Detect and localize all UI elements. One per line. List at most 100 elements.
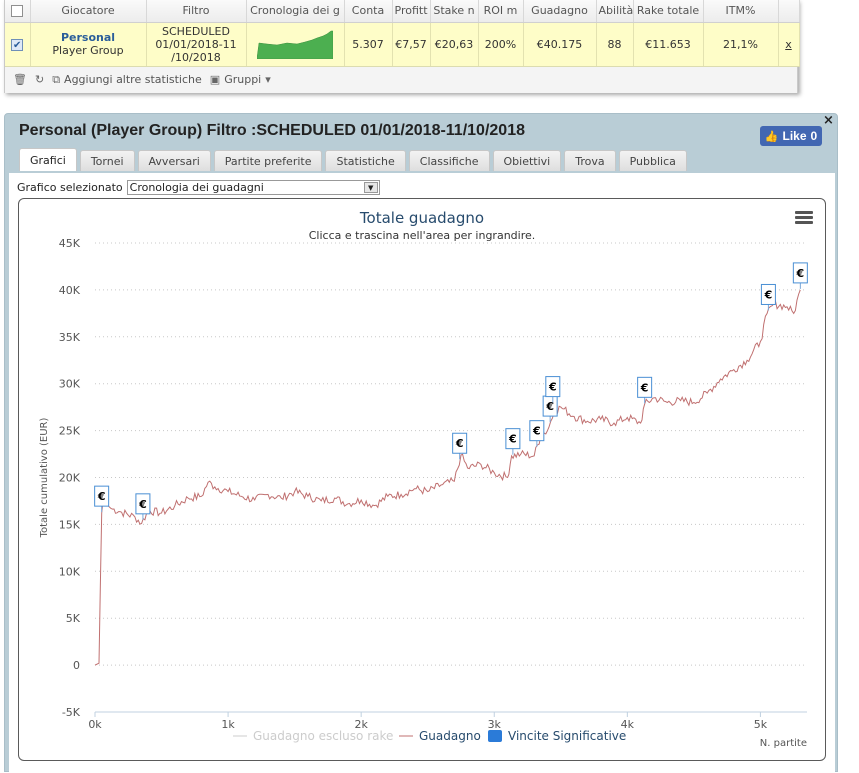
tab-content: Grafico selezionato Cronologia dei guada…	[9, 173, 835, 773]
col-header-itm[interactable]: ITM%	[703, 0, 779, 23]
thumbs-up-icon: 👍	[764, 130, 779, 143]
row-checkbox[interactable]: ✔	[11, 38, 24, 51]
tab-partite-preferite[interactable]: Partite preferite	[213, 150, 323, 171]
y-axis-label: Totale cumulativo (EUR)	[39, 417, 50, 538]
player-group-label: Player Group	[52, 44, 124, 57]
save-icon: ▣	[209, 73, 221, 86]
y-tick-label: 35K	[59, 331, 81, 344]
col-header-giocatore[interactable]: Giocatore	[30, 0, 147, 23]
tab-trova[interactable]: Trova	[564, 150, 616, 171]
select-all-checkbox[interactable]	[11, 5, 24, 18]
win-flag-label: €	[764, 288, 773, 301]
conta-value: 5.307	[344, 22, 393, 67]
table-row: ✔ Personal Player Group SCHEDULED 01/01/…	[5, 22, 800, 67]
win-flag	[452, 432, 468, 454]
table-header-row: Giocatore Filtro Cronologia dei g Conta …	[5, 0, 800, 23]
win-flag	[792, 262, 808, 284]
filter-line: 01/01/2018-11	[155, 37, 237, 51]
win-flag	[529, 420, 545, 442]
chart-select[interactable]: Cronologia dei guadagni ▼	[126, 180, 380, 195]
earnings-sparkline	[257, 30, 333, 59]
add-columns-icon: ⧉	[52, 72, 61, 86]
tab-obiettivi[interactable]: Obiettivi	[492, 150, 562, 171]
y-tick-label: 45K	[59, 237, 81, 250]
close-icon[interactable]: ×	[823, 113, 834, 128]
chart-menu-icon[interactable]	[795, 211, 813, 225]
chart-select-row: Grafico selezionato Cronologia dei guada…	[17, 180, 380, 195]
col-header-profitto[interactable]: Profitt	[392, 0, 431, 23]
col-header-abilita[interactable]: Abilità	[596, 0, 634, 23]
remove-cell: x	[778, 22, 800, 67]
legend-symbol-vincite	[488, 730, 502, 742]
x-tick-label: 3k	[488, 718, 502, 731]
tab-classifiche[interactable]: Classifiche	[408, 150, 490, 171]
col-header-cronologia[interactable]: Cronologia dei g	[246, 0, 345, 23]
x-tick-label: 2k	[354, 718, 368, 731]
select-all-header[interactable]	[5, 0, 31, 23]
groups-button[interactable]: ▣ Gruppi ▾	[210, 73, 271, 86]
chart-subtitle: Clicca e trascina nell'area per ingrandi…	[309, 229, 536, 242]
row-select-cell[interactable]: ✔	[5, 22, 31, 67]
col-header-roi[interactable]: ROI m	[478, 0, 524, 23]
player-name-link[interactable]: Personal	[60, 31, 116, 44]
roi-value: 200%	[478, 22, 524, 67]
remove-row-link[interactable]: x	[785, 37, 792, 51]
like-label: Like	[782, 129, 807, 143]
stats-toolbar: 🗑 ↻ ⧉ Aggiungi altre statistiche ▣ Grupp…	[5, 66, 797, 93]
rake-value: €11.653	[633, 22, 704, 67]
win-flag-label: €	[455, 437, 464, 450]
report-tabs: Grafici Tornei Avversari Partite preferi…	[19, 148, 687, 171]
legend-item-guadagno: Guadagno	[419, 729, 481, 743]
chart-title: Totale guadagno	[359, 209, 484, 227]
col-header-remove	[778, 0, 800, 23]
guadagno-series-line	[94, 289, 801, 666]
win-flag-label: €	[640, 381, 649, 394]
win-flag-label: €	[508, 433, 517, 446]
filter-line: /10/2018	[171, 50, 221, 64]
y-tick-label: 0	[73, 659, 80, 672]
x-tick-label: 0k	[88, 718, 102, 731]
col-header-rake[interactable]: Rake totale	[633, 0, 704, 23]
col-header-filtro[interactable]: Filtro	[146, 0, 247, 23]
earnings-chart[interactable]: Totale guadagno Clicca e trascina nell'ar…	[19, 199, 825, 760]
y-tick-label: 40K	[59, 284, 81, 297]
col-header-stake[interactable]: Stake n	[430, 0, 479, 23]
filter-cell: SCHEDULED 01/01/2018-11 /10/2018	[146, 22, 247, 67]
chart-container: Totale guadagno Clicca e trascina nell'ar…	[18, 198, 826, 761]
dropdown-arrow-icon[interactable]: ▼	[363, 182, 378, 193]
abilita-value: 88	[596, 22, 634, 67]
y-tick-label: 25K	[59, 425, 81, 438]
win-flag	[135, 493, 151, 515]
y-tick-label: 20K	[59, 472, 81, 485]
trash-icon[interactable]: 🗑	[13, 73, 27, 86]
col-header-conta[interactable]: Conta	[344, 0, 393, 23]
win-flag-label: €	[138, 498, 147, 511]
tab-tornei[interactable]: Tornei	[79, 150, 135, 171]
win-flag	[545, 376, 561, 398]
report-panel: Personal (Player Group) Filtro :SCHEDULE…	[4, 113, 838, 773]
y-tick-label: 10K	[59, 565, 81, 578]
profitto-value: €7,57	[392, 22, 431, 67]
like-count: 0	[810, 129, 818, 143]
col-header-guadagno[interactable]: Guadagno	[523, 0, 597, 23]
groups-label: Gruppi	[224, 73, 262, 86]
tab-statistiche[interactable]: Statistiche	[325, 150, 406, 171]
win-flag-label: €	[97, 490, 106, 503]
add-stats-button[interactable]: ⧉ Aggiungi altre statistiche	[52, 73, 202, 87]
y-tick-label: -5K	[62, 706, 81, 719]
win-flag	[637, 376, 653, 398]
win-flag-label: €	[796, 267, 805, 280]
stake-value: €20,63	[430, 22, 479, 67]
win-flag-label: €	[545, 400, 554, 413]
sparkline-cell	[246, 22, 345, 67]
y-tick-label: 15K	[59, 518, 81, 531]
win-flag-label: €	[532, 425, 541, 438]
tab-avversari[interactable]: Avversari	[137, 150, 211, 171]
tab-grafici[interactable]: Grafici	[19, 148, 77, 171]
refresh-icon[interactable]: ↻	[34, 73, 45, 86]
win-flag	[94, 485, 110, 507]
tab-pubblica[interactable]: Pubblica	[618, 150, 687, 171]
facebook-like-button[interactable]: 👍 Like 0	[760, 126, 822, 146]
win-flag	[760, 283, 776, 305]
x-axis-label: N. partite	[760, 738, 807, 749]
